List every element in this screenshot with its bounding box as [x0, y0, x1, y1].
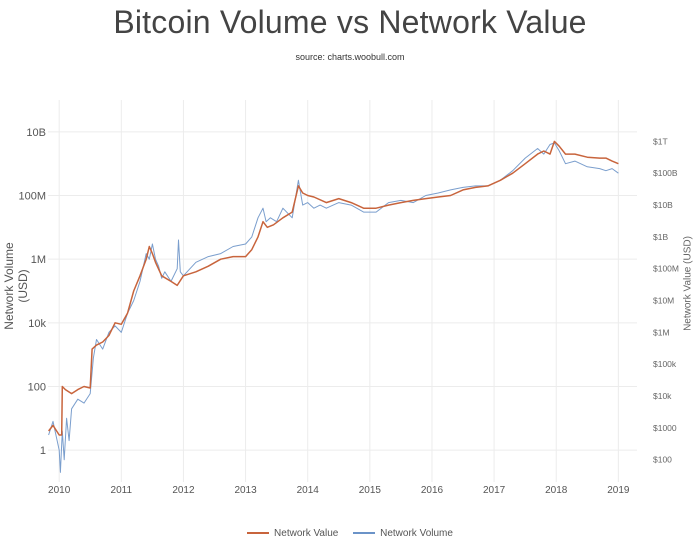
- chart-title: Bitcoin Volume vs Network Value: [113, 4, 587, 40]
- y2-tick-label: $100B: [653, 168, 678, 178]
- y2-tick-label: $1M: [653, 327, 670, 337]
- y2-tick-label: $10k: [653, 391, 672, 401]
- y2-tick-label: $10M: [653, 296, 674, 306]
- x-tick-label: 2011: [111, 485, 133, 496]
- y2-tick-label: $100: [653, 455, 672, 465]
- x-tick-label: 2014: [297, 485, 320, 496]
- y2-tick-label: $100k: [653, 359, 677, 369]
- legend-item-network-value[interactable]: Network Value: [247, 528, 338, 539]
- legend-label: Network Value: [274, 527, 339, 539]
- y2-tick-label: $1T: [653, 136, 668, 146]
- x-tick-label: 2018: [545, 485, 568, 496]
- y2-tick-label: $100M: [653, 264, 679, 274]
- x-tick-label: 2019: [607, 485, 630, 496]
- x-tick-label: 2015: [359, 485, 382, 496]
- series-line-network-value: [48, 140, 619, 436]
- y2-tick-label: $1000: [653, 423, 677, 433]
- x-tick-label: 2016: [421, 485, 444, 496]
- x-tick-label: 2012: [172, 485, 195, 496]
- legend-swatch-network-volume: [353, 532, 376, 534]
- y-tick-label: 1: [40, 445, 46, 457]
- y-tick-label: 10k: [28, 318, 46, 330]
- y-tick-label: 100M: [18, 191, 46, 203]
- legend-swatch-network-value: [247, 532, 270, 534]
- legend: Network Value Network Volume: [0, 526, 700, 539]
- legend-item-network-volume[interactable]: Network Volume: [353, 528, 453, 539]
- y-tick-label: 1M: [31, 254, 46, 266]
- chart-subtitle: source: charts.woobull.com: [295, 52, 405, 62]
- y-axis-title-left: Network Volume (USD): [2, 242, 30, 330]
- y2-tick-label: $10B: [653, 200, 673, 210]
- y-tick-label: 10B: [26, 127, 46, 139]
- y2-tick-label: $1B: [653, 232, 668, 242]
- legend-label: Network Volume: [380, 527, 453, 539]
- y-tick-label: 100: [28, 382, 46, 394]
- x-tick-label: 2013: [234, 485, 257, 496]
- series-line-network-volume: [48, 142, 619, 473]
- y-axis-title-right: Network Value (USD): [682, 236, 694, 331]
- x-tick-label: 2017: [483, 485, 506, 496]
- x-tick-label: 2010: [48, 485, 71, 496]
